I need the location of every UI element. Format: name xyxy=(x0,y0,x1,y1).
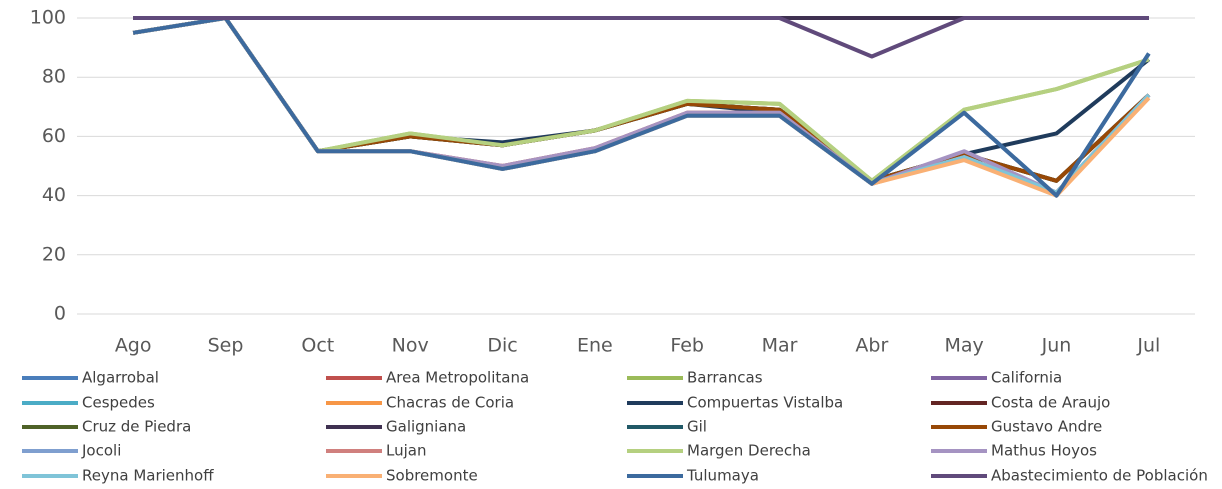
x-tick-label: Nov xyxy=(392,335,429,357)
legend-label: Sobremonte xyxy=(386,467,478,485)
legend-label: Chacras de Coria xyxy=(386,394,514,412)
series-line xyxy=(133,16,1149,59)
legend-label: Mathus Hoyos xyxy=(991,442,1097,460)
legend-label: Cespedes xyxy=(82,394,155,412)
x-tick-label: Ago xyxy=(115,335,152,357)
x-tick-label: Dic xyxy=(487,335,517,357)
legend-label: Gustavo Andre xyxy=(991,418,1102,436)
legend-label: Tulumaya xyxy=(686,467,759,485)
x-tick-label: Mar xyxy=(762,335,798,357)
series-line xyxy=(132,16,1151,183)
x-tick-label: Jul xyxy=(1136,335,1160,357)
series-line xyxy=(132,16,1151,198)
y-tick-label: 100 xyxy=(30,7,66,29)
y-tick-label: 40 xyxy=(42,184,66,206)
x-tick-label: Sep xyxy=(208,335,244,357)
legend-label: California xyxy=(991,369,1062,387)
series-line xyxy=(132,16,1151,183)
series-line xyxy=(132,16,1151,183)
y-tick-label: 20 xyxy=(42,243,66,265)
legend-label: Costa de Araujo xyxy=(991,394,1110,412)
series-line xyxy=(132,16,1151,183)
x-tick-label: Oct xyxy=(301,335,334,357)
legend-label: Cruz de Piedra xyxy=(82,418,191,436)
legend-label: Area Metropolitana xyxy=(386,369,529,387)
x-tick-label: Abr xyxy=(855,335,888,357)
y-tick-label: 0 xyxy=(54,303,66,325)
legend-label: Compuertas Vistalba xyxy=(687,394,843,412)
y-tick-label: 60 xyxy=(42,125,66,147)
legend-label: Jocoli xyxy=(81,442,121,460)
x-tick-label: Feb xyxy=(670,335,704,357)
x-tick-label: Ene xyxy=(577,335,613,357)
x-tick-label: Jun xyxy=(1041,335,1072,357)
legend-label: Gil xyxy=(687,418,707,436)
series-line xyxy=(132,16,1150,183)
legend-label: Abastecimiento de Población xyxy=(991,467,1208,485)
legend-label: Galigniana xyxy=(386,418,466,436)
series-line xyxy=(132,16,1151,183)
x-tick-label: May xyxy=(945,335,984,357)
legend-label: Algarrobal xyxy=(82,369,159,387)
series-line xyxy=(132,16,1150,183)
legend-label: Reyna Marienhoff xyxy=(82,467,214,485)
legend-label: Barrancas xyxy=(687,369,763,387)
legend-label: Margen Derecha xyxy=(687,442,811,460)
y-tick-label: 80 xyxy=(42,66,66,88)
legend-label: Lujan xyxy=(386,442,426,460)
